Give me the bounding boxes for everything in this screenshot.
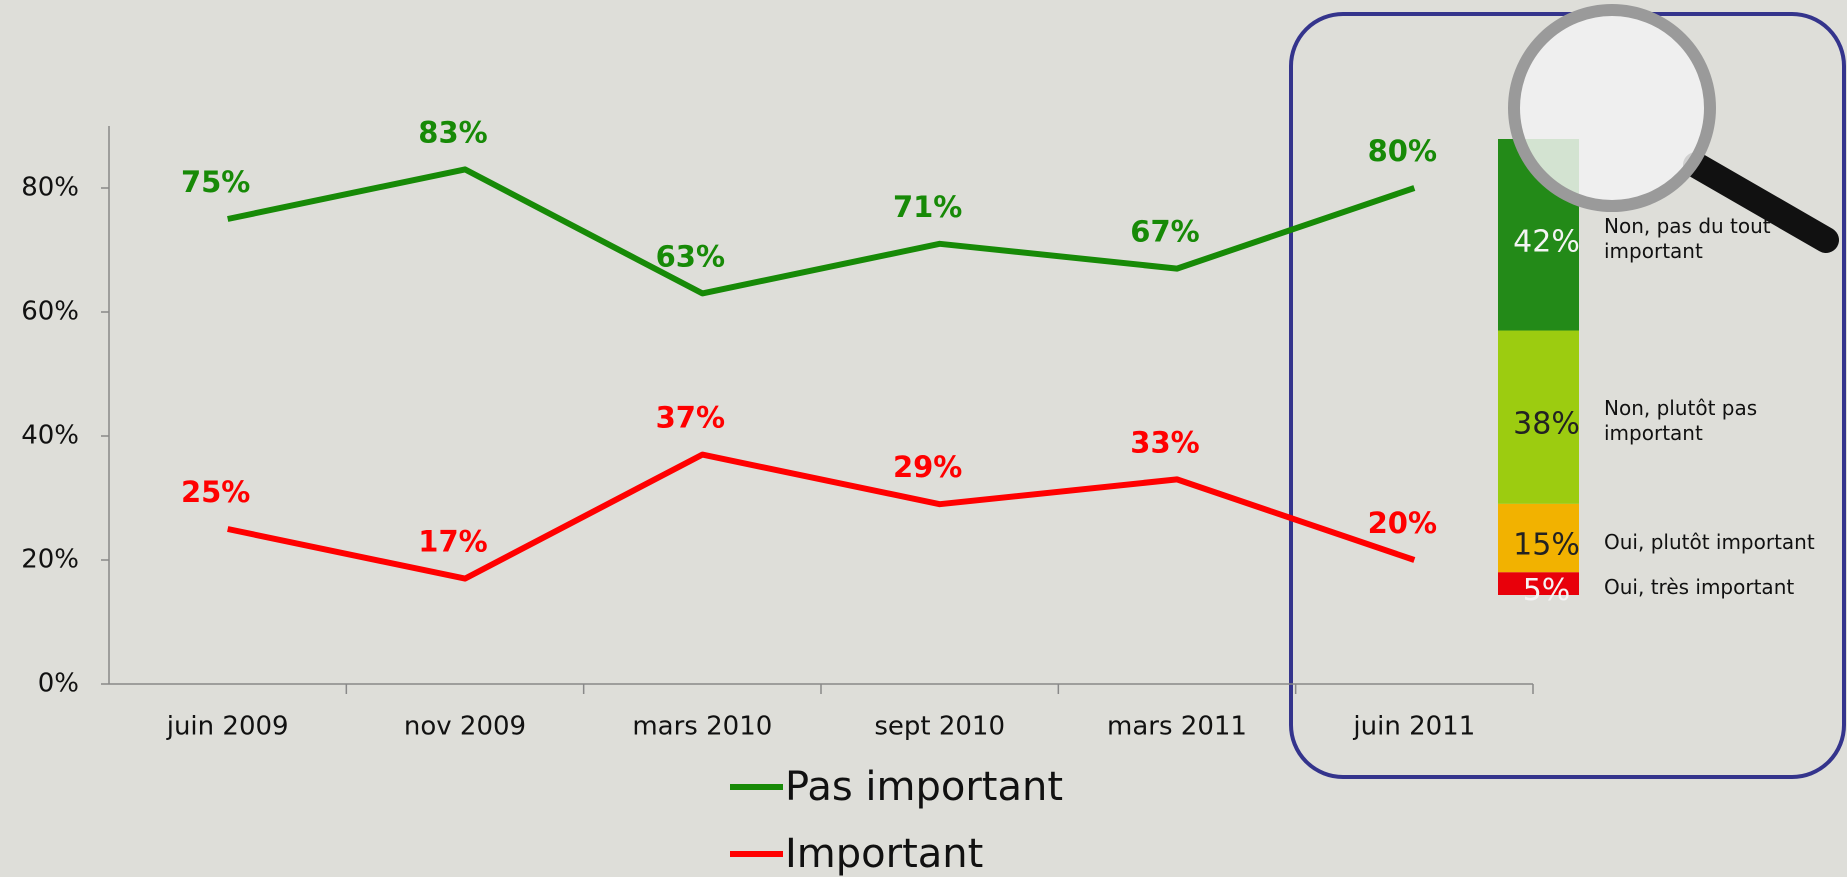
x-tick-label: mars 2010 [632,712,772,742]
x-tick-label: nov 2009 [404,712,526,742]
category-label: Oui, très important [1604,575,1795,600]
data-label: 33% [1130,425,1199,459]
data-label: 63% [656,239,725,273]
data-label: 29% [893,450,962,484]
legend-label: Important [785,831,983,877]
data-label: 83% [418,115,487,149]
bar-segment [1498,503,1579,573]
bar-segment [1498,572,1579,595]
segment-label: 15% [1513,528,1580,563]
segment-label: 38% [1513,407,1580,442]
y-tick-label: 40% [21,421,79,451]
highlight-frame [1289,12,1846,779]
y-tick-label: 20% [21,545,79,575]
data-label: 71% [893,190,962,224]
x-tick-label: juin 2011 [1352,712,1475,742]
segment-label: 42% [1513,224,1580,259]
magnifier [1508,4,1839,253]
category-label: Non, pas du tout important [1604,213,1771,263]
magnifier-lens [1508,4,1716,212]
series-line [227,166,1416,297]
category-label: Non, plutôt pas important [1604,396,1758,446]
magnifier-handle [1683,152,1839,253]
category-label-box: Non, plutôt pas important [1604,396,1758,446]
category-label-box: Oui, très important [1604,575,1795,600]
category-label: Oui, plutôt important [1604,529,1815,554]
data-label: 67% [1130,215,1199,249]
category-label-box: Non, pas du tout important [1604,213,1771,263]
y-tick-label: 0% [38,669,79,699]
data-label: 75% [181,165,250,199]
x-tick-label: mars 2011 [1107,712,1247,742]
y-tick-label: 60% [21,297,79,327]
data-label: 25% [181,475,250,509]
category-label-box: Oui, plutôt important [1604,529,1815,554]
data-label: 80% [1368,134,1437,168]
series-line [227,451,1416,582]
x-tick-label: juin 2009 [166,712,289,742]
y-tick-label: 80% [21,173,79,203]
data-label: 20% [1368,506,1437,540]
bar-segment [1498,330,1579,504]
data-label: 17% [418,525,487,559]
legend-label: Pas important [785,764,1063,810]
x-tick-label: sept 2010 [874,712,1005,742]
data-label: 37% [656,401,725,435]
segment-label: 5% [1523,573,1571,608]
